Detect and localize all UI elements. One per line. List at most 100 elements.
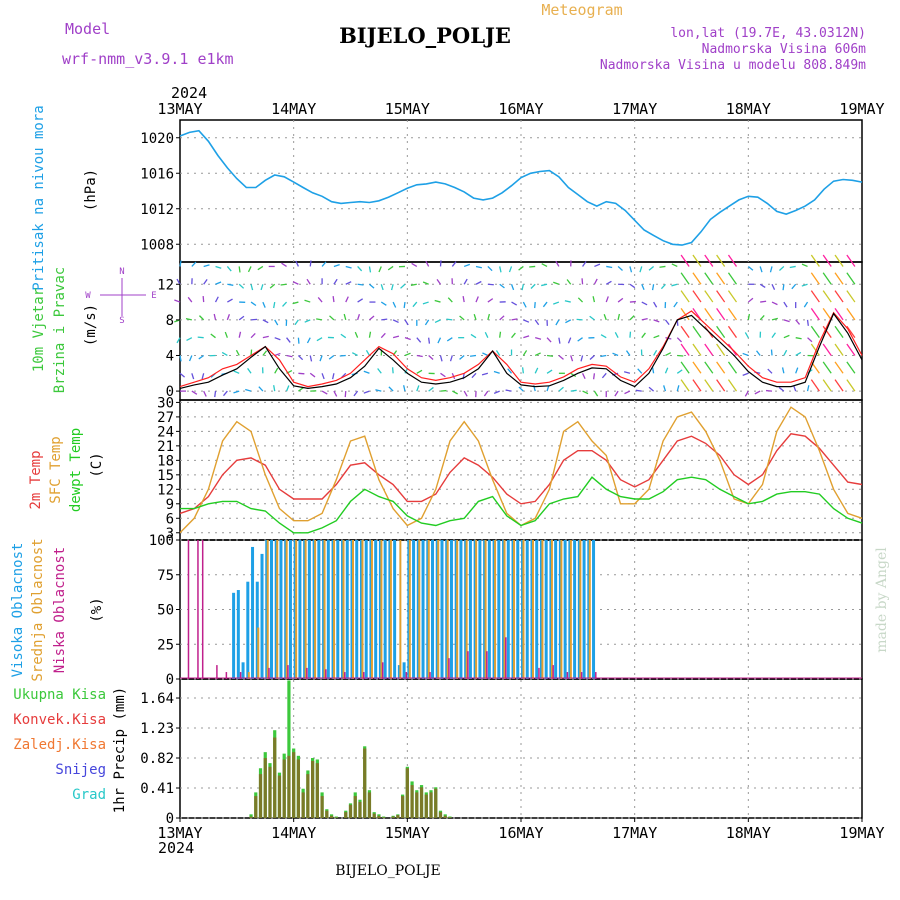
meteogram-title: Meteogram: [541, 1, 622, 19]
wind-arrow: [179, 372, 186, 378]
wind-ytick-label: 4: [166, 348, 174, 364]
svg-text:N: N: [119, 267, 124, 277]
wind-arrow: [439, 355, 443, 362]
wind-arrow: [380, 284, 384, 291]
bottom-day-label: 17MAY: [612, 824, 657, 842]
wind-arrow: [558, 386, 564, 392]
temp-ylabel-2: SFC Temp: [48, 436, 64, 503]
wind-arrow: [692, 290, 702, 303]
precip-bar-1: [429, 792, 433, 818]
wind-arrow: [756, 350, 761, 356]
wind-arrow: [783, 334, 790, 339]
temp-line-0: [179, 433, 863, 515]
wind-arrow: [475, 296, 479, 303]
wind-arrow: [339, 354, 346, 357]
wind-arrow: [351, 352, 358, 357]
wind-arrow: [704, 290, 714, 303]
precip-bar-0: [287, 680, 291, 818]
wind-arrow: [558, 337, 561, 344]
top-day-label: 15MAY: [385, 100, 430, 118]
wind-arrow: [215, 265, 222, 269]
wind-arrow: [487, 265, 493, 272]
cloud-ytick-label: 100: [149, 533, 174, 549]
wind-arrow: [507, 368, 513, 374]
wind-arrow: [789, 265, 796, 269]
wind-arrow: [298, 387, 304, 392]
wind-arrow: [546, 354, 554, 357]
wind-arrow: [716, 308, 726, 321]
wind-arrow: [321, 261, 327, 267]
wind-arrow: [676, 369, 683, 374]
wind-arrow: [534, 352, 541, 357]
wind-arrow: [510, 284, 515, 291]
wind-arrow: [523, 335, 530, 339]
wind-arrow: [410, 283, 417, 286]
wind-arrow: [754, 390, 761, 395]
wind-arrow: [226, 266, 232, 272]
wind-arrow: [422, 301, 429, 305]
wind-arrow: [390, 284, 394, 291]
wind-arrow: [345, 281, 352, 285]
wind-arrow: [727, 379, 738, 392]
wind-arrow: [676, 385, 680, 392]
wind-arrow: [534, 302, 536, 309]
cloud-bar-0: [383, 540, 387, 679]
elevation-label: Nadmorska Visina 606m: [702, 42, 867, 57]
wind-arrow: [378, 266, 382, 273]
cloud-bar-1: [314, 540, 317, 679]
wind-arrow: [534, 367, 539, 374]
cloud-bar-0: [307, 540, 311, 679]
wind-arrow: [403, 385, 406, 392]
wind-arrow: [191, 373, 195, 380]
wind-arrow: [297, 337, 300, 344]
cloud-bar-1: [541, 540, 544, 679]
wind-arrow: [258, 386, 264, 392]
wind-arrow: [304, 299, 311, 303]
cloud-bar-0: [459, 540, 463, 679]
temp-ytick-label: 30: [157, 395, 174, 411]
wind-arrow: [671, 283, 678, 287]
wind-arrow: [446, 337, 453, 342]
wind-arrow: [483, 390, 489, 397]
credit: made by Angel: [874, 547, 890, 653]
cloud-bar-0: [497, 540, 501, 679]
wind-arrow: [380, 301, 387, 306]
cloud-bar-0: [232, 592, 236, 679]
wind-arrow: [250, 301, 257, 307]
wind-arrow: [224, 331, 228, 338]
wind-arrow: [400, 283, 406, 289]
wind-arrow: [319, 355, 323, 362]
wind-ytick-label: 8: [166, 313, 174, 329]
precip-bar-1: [377, 815, 381, 818]
wind-arrow: [493, 370, 500, 374]
cloud-bar-2: [448, 658, 450, 679]
wind-arrow: [499, 315, 505, 321]
pressure-ytick-label: 1008: [140, 237, 174, 253]
wind-arrow: [704, 343, 714, 356]
wind-arrow: [846, 272, 856, 285]
precip-legend-item: Ukupna Kisa: [13, 687, 106, 703]
cloud-ylabel-3: Niska Oblacnost: [52, 547, 68, 673]
model-elevation-label: Nadmorska Visina u modelu 808.849m: [600, 58, 866, 73]
wind-arrow: [592, 296, 596, 303]
wind-arrow: [238, 315, 245, 321]
wind-arrow: [508, 266, 513, 273]
wind-arrow: [803, 301, 809, 308]
cloud-bar-1: [418, 540, 421, 679]
cloud-bar-0: [440, 540, 444, 679]
wind-arrow: [546, 337, 552, 343]
cloud-bar-0: [544, 540, 548, 679]
wind-arrow: [462, 296, 465, 303]
top-day-label: 19MAY: [839, 100, 884, 118]
wind-arrow: [227, 298, 233, 303]
wind-arrow: [581, 278, 584, 285]
grid-lines: [180, 120, 862, 819]
precip-bar-1: [400, 796, 405, 818]
wind-arrow: [523, 319, 530, 323]
wind-arrow: [434, 299, 441, 303]
precip-bar-1: [434, 788, 438, 818]
precip-bar-1: [372, 813, 376, 818]
cloud-bar-1: [380, 540, 383, 679]
footer-station: BIJELO_POLJE: [335, 863, 440, 879]
wind-arrow: [487, 313, 491, 321]
